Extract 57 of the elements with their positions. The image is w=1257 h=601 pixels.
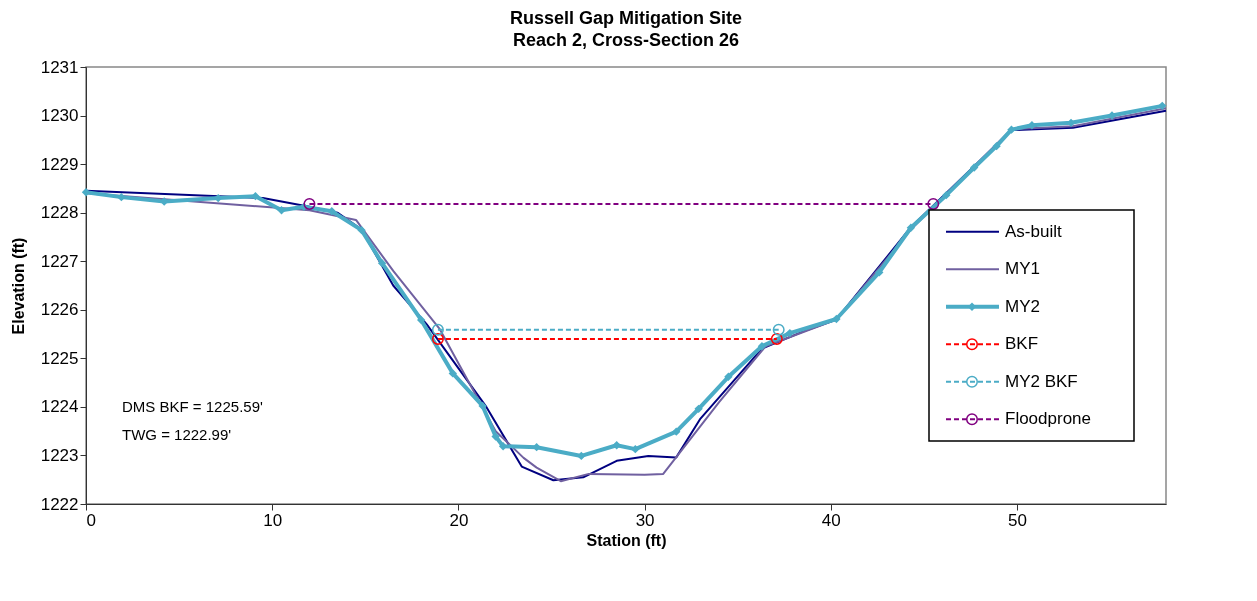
x-tick-label: 30 xyxy=(635,510,655,530)
point xyxy=(724,372,733,381)
point xyxy=(942,191,951,200)
legend-label: As-built xyxy=(1005,221,1062,241)
point xyxy=(431,323,444,336)
point xyxy=(927,197,940,210)
point xyxy=(431,332,444,345)
point xyxy=(577,451,586,461)
point xyxy=(277,206,286,215)
annotation: TWG = 1222.99' xyxy=(122,426,232,443)
point xyxy=(970,163,979,172)
point xyxy=(448,369,458,378)
legend-label: MY2 BKF xyxy=(1005,371,1078,391)
point xyxy=(478,401,487,411)
point xyxy=(906,223,916,232)
point xyxy=(992,141,1001,151)
point xyxy=(770,332,783,345)
point xyxy=(377,258,387,268)
point xyxy=(491,432,500,441)
x-axis-title: Station (ft) xyxy=(586,531,667,549)
x-tick-label: 10 xyxy=(263,510,283,530)
point xyxy=(1007,125,1016,134)
point xyxy=(251,191,260,201)
legend-label: BKF xyxy=(1005,334,1039,354)
point xyxy=(416,315,426,325)
point xyxy=(875,268,884,277)
point xyxy=(327,207,336,216)
annotation: DMS BKF = 1225.59' xyxy=(122,398,263,415)
chart-title: Russell Gap Mitigation Site Reach 2, Cross-Section 26 xyxy=(509,8,743,50)
point xyxy=(757,342,767,351)
legend-label: MY1 xyxy=(1005,259,1040,279)
y-tick-label: 1228 xyxy=(40,203,79,223)
point xyxy=(303,197,316,210)
y-tick-label: 1223 xyxy=(40,445,79,465)
x-tick-label: 20 xyxy=(449,510,469,530)
y-tick-label: 1226 xyxy=(40,300,79,320)
point xyxy=(1158,101,1167,111)
point xyxy=(694,404,703,414)
point xyxy=(832,314,841,324)
point xyxy=(612,441,621,450)
y-tick-label: 1222 xyxy=(40,494,79,514)
y-tick-label: 1224 xyxy=(40,397,79,417)
y-tick-label: 1231 xyxy=(40,57,79,77)
point xyxy=(357,225,366,235)
y-tick-label: 1229 xyxy=(40,154,79,174)
legend-label: MY2 xyxy=(1005,296,1040,316)
y-tick-label: 1225 xyxy=(40,348,79,368)
legend-label: Floodprone xyxy=(1005,409,1092,429)
point xyxy=(672,427,681,436)
x-tick-label: 0 xyxy=(86,510,96,530)
x-tick-label: 50 xyxy=(1008,510,1027,530)
x-tick-label: 40 xyxy=(821,510,841,530)
y-axis-title: Elevation (ft) xyxy=(9,237,27,335)
point xyxy=(631,444,640,454)
y-tick-label: 1230 xyxy=(40,106,79,126)
point xyxy=(772,323,785,336)
y-tick-label: 1227 xyxy=(40,251,79,271)
